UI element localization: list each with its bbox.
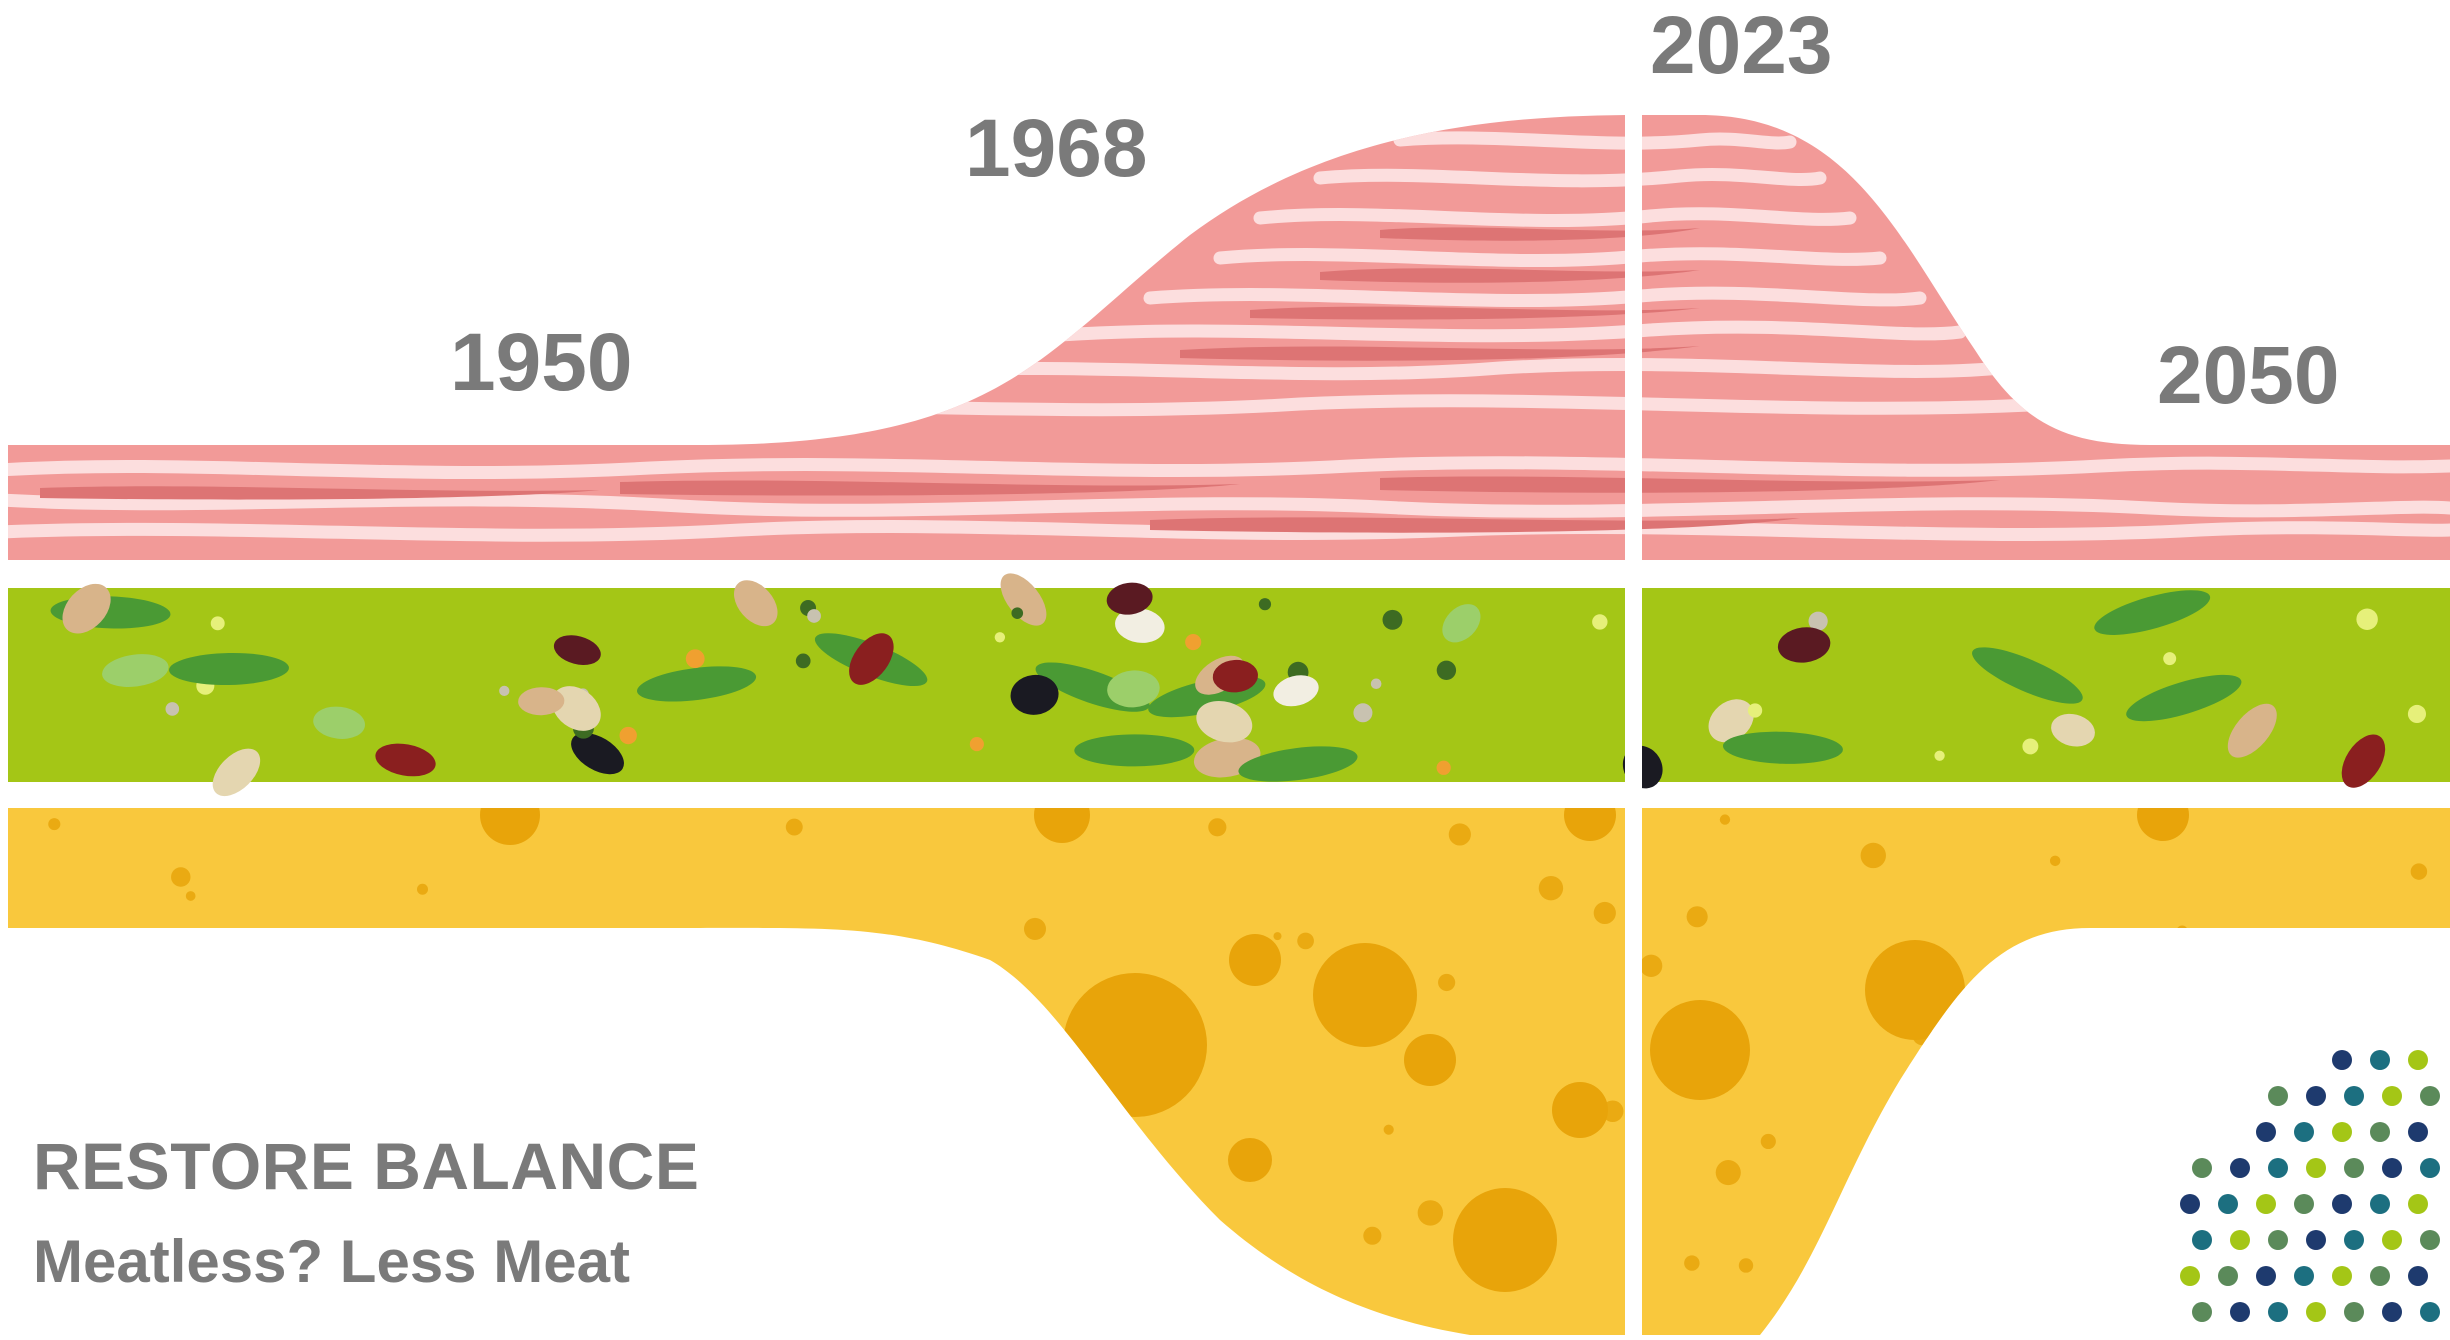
year-label-1950: 1950 — [450, 317, 633, 408]
legume-layer-icon — [8, 573, 2450, 797]
year-label-2050: 2050 — [2157, 330, 2340, 421]
meat-layer-icon — [8, 115, 2450, 560]
subline: Meatless? Less Meat — [33, 1228, 630, 1295]
year-label-1968: 1968 — [965, 103, 1148, 194]
headline: RESTORE BALANCE — [33, 1129, 700, 1203]
year-label-2023: 2023 — [1650, 0, 1833, 91]
dot-pattern-icon — [2180, 1050, 2440, 1322]
